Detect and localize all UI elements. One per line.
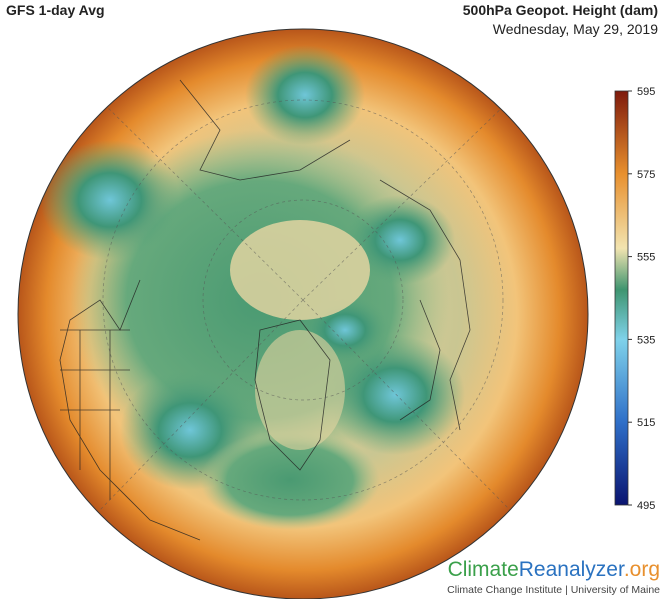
logo-part: Climate [448,558,519,581]
globe [17,28,589,599]
colorbar: 595 575 555 535 515 495 [614,86,655,512]
height-field [40,45,511,541]
colorbar-tick-label: 595 [637,86,655,98]
colorbar-tick-label: 495 [637,500,655,512]
date: Wednesday, May 29, 2019 [493,21,658,37]
logo-part: .org [624,558,660,581]
colorbar-tick-label: 535 [637,334,655,346]
title: GFS 1-day Avg [6,2,105,18]
logo: ClimateReanalyzer.org [448,558,660,581]
colorbar-ramp [614,90,629,506]
colorbar-tick-label: 575 [637,169,655,181]
globe-outline [17,28,589,599]
colorbar-tick-label: 555 [637,252,655,264]
colorbar-tick-label: 515 [637,417,655,429]
logo-part: Reanalyzer [519,558,625,581]
graticule [99,99,511,511]
coastlines [59,79,471,541]
variable: 500hPa Geopot. Height (dam) [463,2,658,18]
credit: Climate Change Institute | University of… [447,584,660,596]
